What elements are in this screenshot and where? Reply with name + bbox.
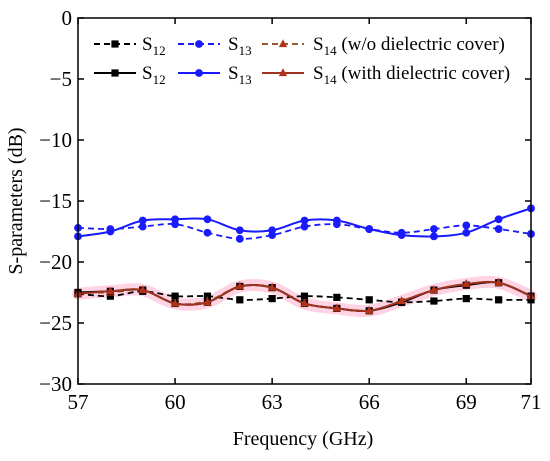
data-point	[462, 228, 471, 237]
legend-marker	[278, 39, 288, 48]
data-point	[235, 281, 244, 290]
data-point	[494, 215, 503, 224]
data-point	[462, 279, 471, 288]
data-point	[170, 298, 180, 307]
data-point	[203, 297, 212, 306]
data-point	[397, 296, 406, 305]
legend-entry-label: S13	[228, 63, 252, 87]
data-point	[332, 303, 342, 312]
legend-marker	[111, 69, 119, 77]
x-tick-label: 63	[262, 390, 283, 414]
data-point	[268, 295, 276, 303]
data-point	[268, 226, 277, 235]
x-tick-label: 66	[359, 390, 380, 414]
data-point	[495, 296, 503, 304]
series-line	[77, 290, 532, 304]
y-tick-label: −5	[50, 67, 72, 91]
data-point	[138, 216, 147, 225]
data-point	[203, 292, 212, 300]
data-point	[171, 292, 179, 300]
data-point	[106, 227, 115, 236]
series-layer	[73, 204, 536, 315]
x-tick-label: 71	[521, 390, 542, 414]
y-tick-label: −25	[39, 311, 72, 335]
data-point	[365, 296, 373, 304]
series-s14-with-cover	[73, 278, 536, 314]
legend-marker	[195, 69, 203, 77]
legend-entry-label: S12	[142, 63, 166, 87]
legend-marker	[278, 68, 288, 77]
data-point	[365, 225, 374, 233]
x-axis-label: Frequency (GHz)	[233, 428, 374, 450]
legend: S12 S13 S14 (w/o dielectric cover) S12 S13 S1…	[94, 34, 510, 87]
y-tick-label: −15	[39, 189, 72, 213]
data-point	[397, 231, 406, 240]
x-tick-label: 60	[165, 390, 186, 414]
axis-ticks: 57 60 63 66 69 71 0 −5 −10 −15 −20 −25 −30	[39, 6, 541, 414]
data-point	[106, 292, 114, 300]
data-point	[138, 285, 147, 294]
x-tick-label: 57	[68, 390, 89, 414]
data-point	[300, 216, 309, 225]
data-point	[430, 232, 438, 241]
data-point	[138, 222, 147, 231]
data-point	[300, 222, 309, 231]
data-point	[203, 215, 212, 224]
y-tick-label: 0	[62, 6, 73, 30]
legend-marker	[111, 40, 119, 48]
data-point	[494, 278, 503, 286]
legend-entry-label: S13	[228, 34, 252, 58]
data-point	[462, 221, 471, 230]
y-tick-label: −30	[39, 372, 72, 396]
data-point	[494, 225, 503, 233]
legend-entry-label: S14 (with dielectric cover)	[313, 63, 510, 87]
data-point	[235, 234, 244, 243]
y-tick-label: −20	[39, 250, 72, 274]
legend-marker	[195, 40, 203, 48]
data-point	[171, 215, 179, 224]
data-point	[267, 282, 277, 291]
data-point	[300, 292, 309, 300]
x-tick-label: 69	[456, 390, 477, 414]
data-point	[332, 216, 341, 225]
legend-entry-label: S14 (w/o dielectric cover)	[313, 34, 505, 58]
data-point	[429, 285, 439, 294]
series-s13-with-cover	[74, 204, 535, 241]
data-point	[203, 228, 212, 237]
data-point	[106, 286, 115, 295]
data-point	[333, 293, 341, 301]
data-point	[430, 297, 438, 305]
y-axis-label: S-parameters (dB)	[5, 127, 27, 274]
y-tick-label: −10	[39, 128, 72, 152]
data-point	[462, 295, 470, 303]
data-point	[236, 296, 244, 304]
data-point	[365, 306, 374, 314]
data-point	[430, 225, 438, 233]
data-point	[300, 298, 309, 307]
legend-entry-label: S12	[142, 34, 166, 58]
data-point	[235, 226, 244, 235]
series-line	[77, 223, 532, 240]
